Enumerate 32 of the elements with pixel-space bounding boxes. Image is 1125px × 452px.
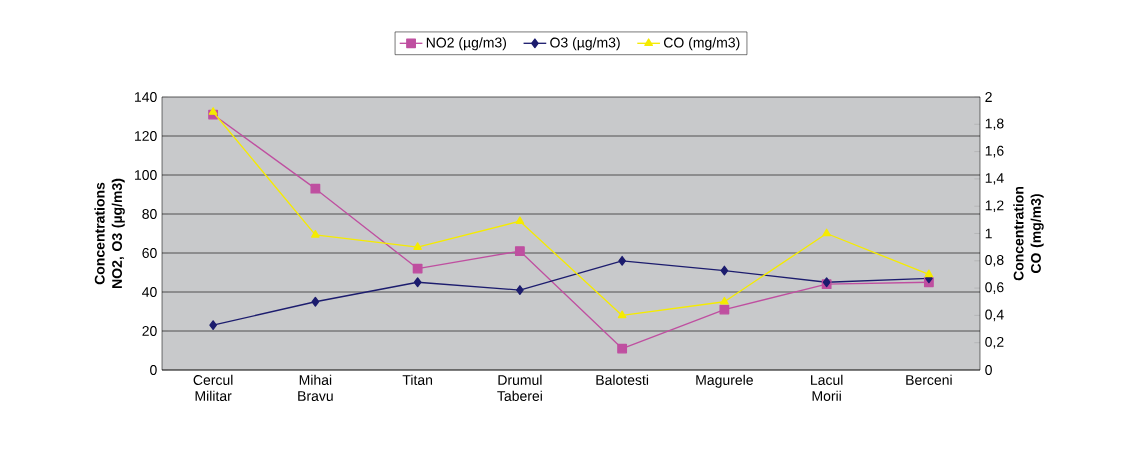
y-tick-label: 140 xyxy=(135,92,157,102)
y2-tick-label: 2 xyxy=(985,92,992,102)
x-tick-label: Mihai Bravu xyxy=(298,374,333,401)
y-tick-label: 40 xyxy=(142,287,157,297)
y-tick-label: 20 xyxy=(142,326,157,336)
legend-label: CO (mg/m3) xyxy=(664,37,740,51)
y2-tick-label: 0,4 xyxy=(985,309,1004,322)
y2-tick-label: 0,8 xyxy=(985,255,1004,267)
y-axis-title: Concentrations NO2, O3 (µg/m3) xyxy=(94,178,125,288)
x-tick-label: Drumul Taberei xyxy=(497,374,542,401)
y-tick-label: 120 xyxy=(135,131,157,141)
legend-label: NO2 (µg/m3) xyxy=(426,37,507,51)
y-tick-label: 0 xyxy=(150,365,157,375)
y2-tick-label: 0,6 xyxy=(985,282,1004,294)
y2-tick-label: 0 xyxy=(985,365,992,375)
x-tick-label: Lacul Morii xyxy=(811,374,843,401)
legend-label: O3 (µg/m3) xyxy=(550,37,620,51)
y-tick-label: 60 xyxy=(142,248,157,258)
x-tick-label: Titan xyxy=(402,374,433,385)
y2-tick-label: 1,4 xyxy=(985,173,1004,185)
y2-tick-label: 1,8 xyxy=(985,118,1004,131)
y2-tick-label: 0,2 xyxy=(985,336,1004,349)
x-tick-label: Balotesti xyxy=(596,374,649,385)
y2-tick-label: 1,6 xyxy=(985,145,1004,158)
y2-tick-label: 1 xyxy=(985,228,992,239)
x-tick-label: Magurele xyxy=(696,374,753,388)
y-tick-label: 100 xyxy=(135,170,157,180)
x-tick-label: Cercul Militar xyxy=(193,374,233,401)
y2-tick-label: 1,2 xyxy=(985,200,1004,212)
x-tick-label: Berceni xyxy=(906,374,952,385)
y-tick-label: 80 xyxy=(142,209,157,219)
y2-axis-title: Concentration CO (mg/m3) xyxy=(1013,186,1044,281)
